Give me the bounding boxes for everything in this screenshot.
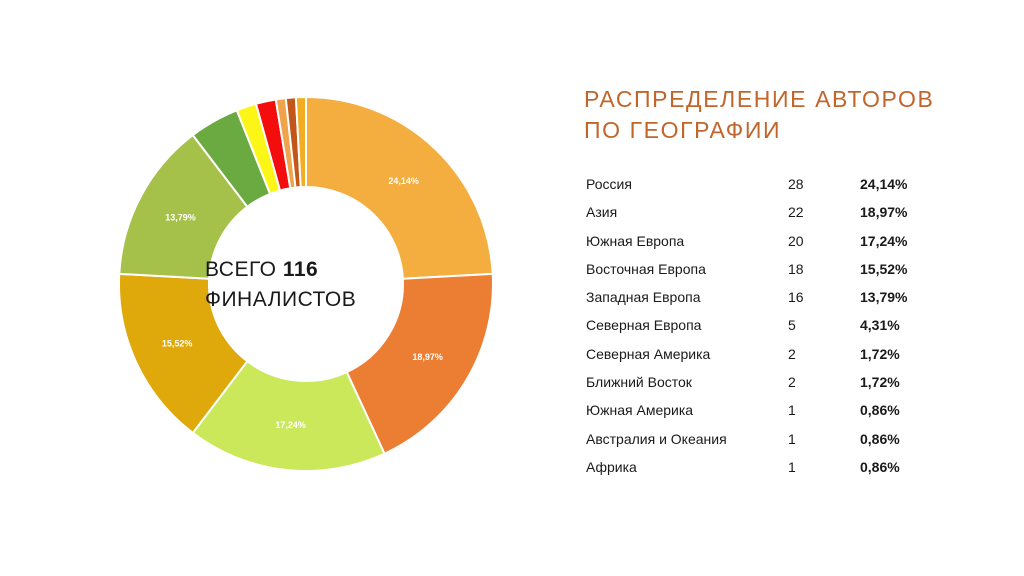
region-percent: 0,86%	[860, 430, 900, 447]
region-name: Южная Европа	[586, 232, 685, 249]
region-name: Австралия и Океания	[586, 430, 727, 447]
slice-label: 18,97%	[412, 352, 443, 362]
region-percent: 1,72%	[860, 345, 900, 362]
donut-center-label: ВСЕГО 116 ФИНАЛИСТОВ	[205, 255, 395, 315]
table-row: Северная Европа 5 4,31%	[586, 311, 986, 339]
region-percent: 18,97%	[860, 204, 908, 221]
table-row: Южная Европа 20 17,24%	[586, 227, 986, 255]
center-total: 116	[282, 258, 319, 281]
title-line-2: ПО ГЕОГРАФИИ	[584, 117, 782, 143]
region-count: 22	[788, 204, 804, 221]
table-row: Северная Америка 2 1,72%	[586, 340, 986, 368]
region-percent: 13,79%	[860, 289, 908, 306]
region-name: Азия	[586, 204, 618, 221]
center-suffix: ФИНАЛИСТОВ	[205, 288, 357, 311]
region-count: 1	[788, 402, 796, 419]
slice-label: 13,79%	[165, 212, 196, 222]
donut-slice	[305, 95, 494, 280]
table-row: Австралия и Океания 1 0,86%	[586, 425, 986, 453]
region-count: 18	[788, 260, 804, 277]
donut-slice	[191, 359, 386, 472]
region-percent: 1,72%	[860, 374, 900, 391]
region-count: 20	[788, 232, 804, 249]
region-name: Северная Европа	[586, 317, 702, 334]
region-count: 2	[788, 374, 796, 391]
distribution-table: Россия 28 24,14% Азия 22 18,97% Южная Европа 20…	[586, 170, 986, 481]
table-row: Африка 1 0,86%	[586, 453, 986, 481]
region-count: 1	[788, 430, 796, 447]
table-row: Южная Америка 1 0,86%	[586, 396, 986, 424]
donut-slice	[345, 272, 494, 456]
region-name: Африка	[586, 458, 637, 475]
region-name: Ближний Восток	[586, 374, 692, 391]
page-title: РАСПРЕДЕЛЕНИЕ АВТОРОВ ПО ГЕОГРАФИИ	[584, 84, 1004, 146]
slice-label: 17,24%	[275, 420, 306, 430]
slice-label: 15,52%	[162, 339, 193, 349]
table-row: Западная Европа 16 13,79%	[586, 283, 986, 311]
region-name: Восточная Европа	[586, 260, 706, 277]
region-count: 5	[788, 317, 796, 334]
region-count: 16	[788, 289, 804, 306]
region-name: Западная Европа	[586, 289, 701, 306]
region-percent: 24,14%	[860, 176, 908, 192]
region-name: Южная Америка	[586, 402, 694, 419]
slice-label: 24,14%	[388, 176, 419, 186]
region-name: Россия	[586, 176, 632, 192]
region-count: 1	[788, 458, 796, 475]
region-percent: 15,52%	[860, 260, 908, 277]
center-prefix: ВСЕГО	[205, 258, 277, 281]
donut-slice	[294, 95, 307, 189]
table-row: Восточная Европа 18 15,52%	[586, 255, 986, 283]
table-row: Россия 28 24,14%	[586, 170, 986, 198]
region-percent: 0,86%	[860, 458, 900, 475]
title-line-1: РАСПРЕДЕЛЕНИЕ АВТОРОВ	[584, 86, 935, 112]
region-percent: 0,86%	[860, 402, 900, 419]
region-count: 28	[788, 176, 804, 192]
region-name: Северная Америка	[586, 345, 711, 362]
region-percent: 17,24%	[860, 232, 908, 249]
table-row: Ближний Восток 2 1,72%	[586, 368, 986, 396]
table-row: Азия 22 18,97%	[586, 198, 986, 226]
region-count: 2	[788, 345, 796, 362]
donut-chart: 24,14% 18,97% 17,24% 15,52% 13,79%	[118, 95, 494, 472]
region-percent: 4,31%	[860, 317, 900, 334]
